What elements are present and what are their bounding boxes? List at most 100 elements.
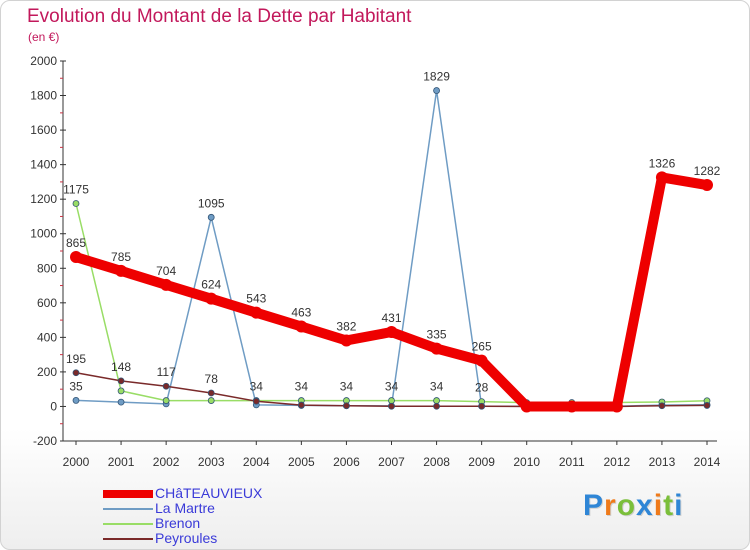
data-label: 785 [111, 250, 131, 264]
legend-label: CHâTEAUVIEUX [155, 485, 263, 501]
data-label: 28 [475, 381, 489, 395]
data-label: 543 [246, 292, 266, 306]
data-point [433, 397, 440, 404]
data-label: 148 [111, 360, 131, 374]
data-point [115, 264, 128, 277]
data-point [160, 278, 173, 291]
legend-swatch-la-martre [103, 507, 153, 510]
data-point [610, 400, 623, 413]
data-point [475, 354, 488, 367]
x-tick-label: 2009 [468, 455, 495, 469]
x-tick-label: 2010 [513, 455, 540, 469]
data-label: 1175 [63, 183, 89, 197]
data-label: 1282 [694, 164, 721, 178]
x-tick-label: 2003 [198, 455, 225, 469]
legend-label: Peyroules [155, 530, 218, 546]
data-label: 1829 [423, 70, 450, 84]
data-label: 35 [69, 379, 83, 393]
data-point [430, 342, 443, 355]
data-label: 1326 [649, 156, 676, 170]
data-label: 265 [472, 340, 492, 354]
data-point [433, 402, 440, 410]
y-tick-label: 1600 [30, 123, 57, 137]
x-tick-label: 2014 [694, 455, 721, 469]
legend-swatch-brenon [103, 522, 153, 525]
x-tick-label: 2006 [333, 455, 360, 469]
data-point [520, 400, 533, 413]
proxiti-logo: Proxiti [583, 489, 684, 522]
x-tick-label: 2001 [108, 455, 135, 469]
y-tick-label: 1800 [30, 89, 57, 103]
data-label: 382 [336, 319, 356, 333]
data-point [207, 213, 215, 221]
data-point [117, 398, 125, 406]
data-point [252, 397, 260, 405]
x-tick-label: 2004 [243, 455, 270, 469]
data-point [388, 402, 395, 410]
data-label: 34 [250, 380, 264, 394]
data-label: 34 [430, 380, 444, 394]
x-tick-label: 2013 [649, 455, 676, 469]
y-tick-label: 400 [37, 330, 57, 344]
data-label: 463 [291, 305, 311, 319]
data-label: 34 [295, 380, 309, 394]
data-label: 195 [66, 352, 86, 366]
x-tick-label: 2002 [153, 455, 180, 469]
data-point [250, 306, 263, 319]
data-label: 117 [157, 365, 176, 379]
data-label: 704 [156, 264, 176, 278]
legend-label: La Martre [155, 500, 215, 516]
data-point [343, 402, 350, 410]
data-label: 78 [205, 372, 219, 386]
x-tick-label: 2005 [288, 455, 315, 469]
x-tick-label: 2000 [63, 455, 90, 469]
x-tick-label: 2011 [559, 455, 585, 469]
data-label: 335 [427, 328, 447, 342]
data-point [701, 179, 713, 192]
data-point [205, 292, 218, 305]
data-point [72, 200, 80, 207]
data-point [658, 402, 666, 410]
data-point [117, 377, 125, 385]
legend-label: Brenon [155, 515, 201, 531]
y-tick-label: 1400 [30, 158, 57, 172]
y-tick-label: 200 [37, 365, 57, 379]
data-point [207, 397, 215, 404]
chart-title: Evolution du Montant de la Dette par Hab… [27, 6, 412, 27]
legend-swatch-chateauvieux [103, 489, 153, 498]
y-tick-label: 600 [37, 296, 57, 310]
series-line [75, 89, 708, 408]
data-point [565, 400, 578, 413]
data-point [655, 171, 668, 184]
data-label: 1095 [198, 196, 225, 210]
x-tick-label: 2007 [378, 455, 405, 469]
data-point [388, 397, 395, 404]
data-point [162, 382, 170, 390]
chart-subtitle: (en €) [28, 30, 60, 44]
data-label: 624 [201, 278, 221, 292]
data-label: 865 [66, 236, 86, 250]
y-tick-label: 1200 [30, 192, 57, 206]
data-point [117, 387, 125, 395]
data-point [72, 369, 80, 377]
data-point [207, 389, 215, 397]
data-point [433, 87, 440, 94]
data-point [297, 401, 305, 409]
x-tick-label: 2008 [423, 455, 450, 469]
data-point [478, 402, 486, 410]
y-tick-label: -200 [33, 434, 57, 448]
y-tick-label: 1000 [30, 227, 57, 241]
data-point [295, 320, 308, 333]
x-tick-label: 2012 [604, 455, 631, 469]
data-point [385, 326, 398, 339]
data-label: 34 [340, 380, 354, 394]
data-point [162, 397, 170, 404]
data-label: 431 [381, 311, 401, 325]
data-point [72, 397, 80, 404]
data-point [70, 251, 82, 264]
y-tick-label: 800 [37, 261, 57, 275]
data-point [340, 334, 353, 347]
data-point [703, 402, 711, 409]
